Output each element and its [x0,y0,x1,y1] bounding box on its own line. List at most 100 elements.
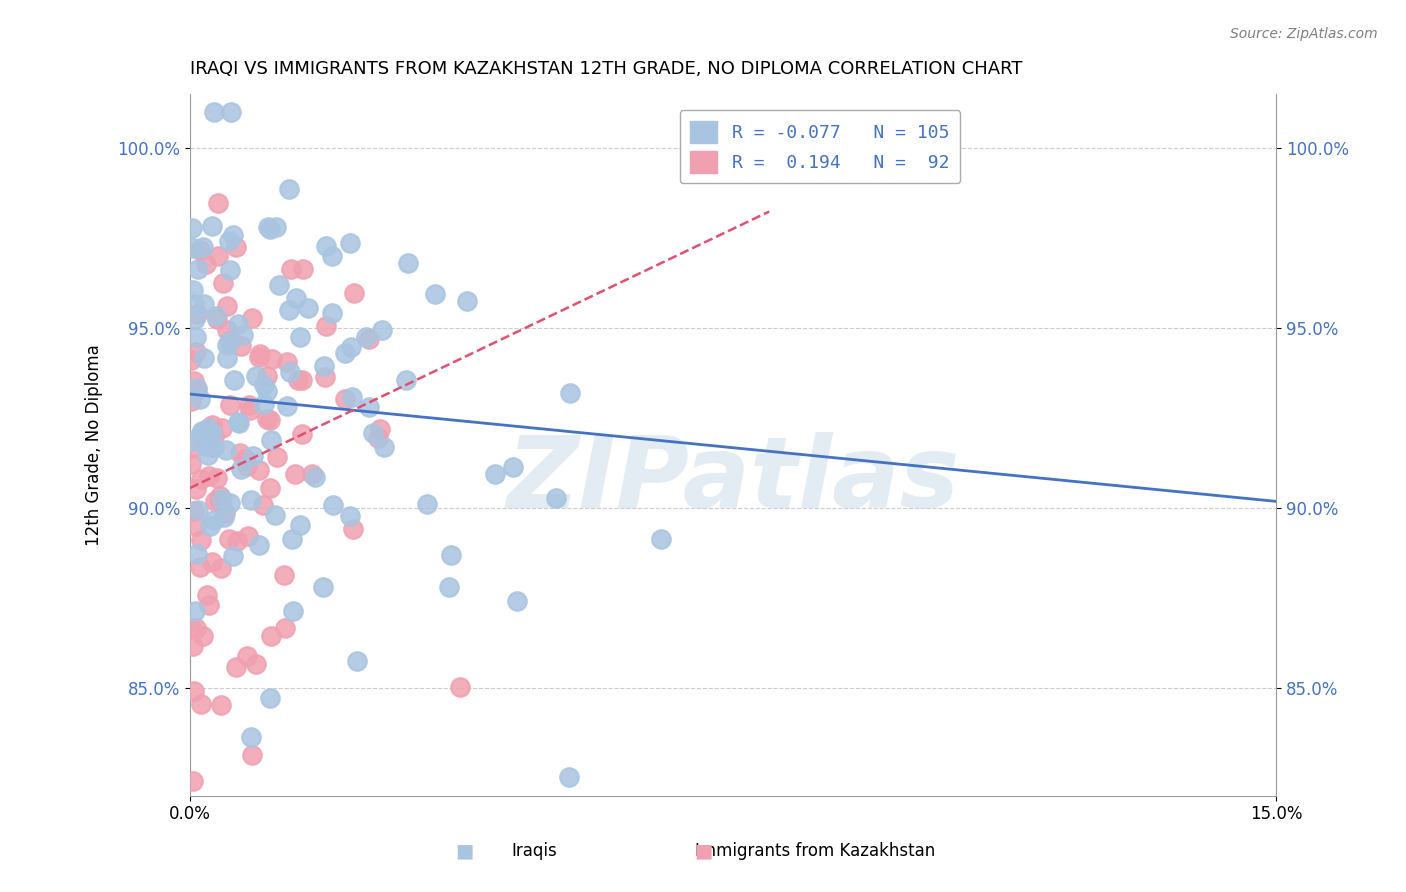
Iraqis [277,182,299,196]
Iraqis [396,256,419,270]
Immigrants from Kazakhstan [225,533,247,548]
Immigrants from Kazakhstan [238,529,260,543]
Iraqis [215,443,238,458]
Immigrants from Kazakhstan [256,369,278,384]
Iraqis [544,491,567,505]
Immigrants from Kazakhstan [242,310,264,325]
Iraqis [240,730,263,744]
Immigrants from Kazakhstan [342,522,364,536]
Immigrants from Kazakhstan [190,697,212,711]
Immigrants from Kazakhstan [209,698,232,712]
Iraqis [304,470,326,484]
Iraqis [228,416,250,430]
Iraqis [315,239,337,253]
Iraqis [187,502,209,516]
Iraqis [321,249,343,263]
Immigrants from Kazakhstan [259,413,281,427]
Immigrants from Kazakhstan [186,621,208,635]
Immigrants from Kazakhstan [273,568,295,582]
Iraqis [456,294,478,309]
Immigrants from Kazakhstan [291,426,314,441]
Iraqis [257,219,280,234]
Iraqis [339,508,361,523]
Immigrants from Kazakhstan [209,561,232,575]
Immigrants from Kazakhstan [280,262,302,277]
Iraqis [346,654,368,668]
Iraqis [221,549,243,563]
Immigrants from Kazakhstan [449,681,471,695]
Immigrants from Kazakhstan [217,299,239,313]
Iraqis [484,467,506,482]
Immigrants from Kazakhstan [218,532,240,546]
Iraqis [200,519,222,533]
Iraqis [245,368,267,383]
Immigrants from Kazakhstan [266,450,288,464]
Iraqis [193,297,215,311]
Iraqis [197,420,219,434]
Iraqis [183,296,205,310]
Immigrants from Kazakhstan [343,286,366,301]
Iraqis [288,517,311,532]
Iraqis [221,227,243,242]
Immigrants from Kazakhstan [276,355,298,369]
Immigrants from Kazakhstan [186,383,208,397]
Immigrants from Kazakhstan [225,660,247,674]
Immigrants from Kazakhstan [240,748,263,763]
Iraqis [340,390,363,404]
Iraqis [339,235,361,250]
Immigrants from Kazakhstan [262,352,284,367]
Iraqis [214,509,236,524]
Immigrants from Kazakhstan [209,489,232,503]
Iraqis [242,449,264,463]
Immigrants from Kazakhstan [180,457,202,471]
Immigrants from Kazakhstan [236,649,259,664]
Immigrants from Kazakhstan [181,640,204,654]
Immigrants from Kazakhstan [225,240,247,254]
Iraqis [188,392,211,407]
Iraqis [218,334,240,349]
Immigrants from Kazakhstan [249,347,271,361]
Immigrants from Kazakhstan [287,372,309,386]
Immigrants from Kazakhstan [239,403,262,417]
Iraqis [297,301,319,315]
Immigrants from Kazakhstan [184,344,207,359]
Immigrants from Kazakhstan [284,467,307,481]
Iraqis [437,581,460,595]
Iraqis [502,460,524,475]
Iraqis [239,492,262,507]
Iraqis [416,497,439,511]
Immigrants from Kazakhstan [205,471,228,485]
Immigrants from Kazakhstan [188,243,211,257]
Immigrants from Kazakhstan [236,459,259,474]
Text: ■: ■ [454,841,474,860]
Text: IRAQI VS IMMIGRANTS FROM KAZAKHSTAN 12TH GRADE, NO DIPLOMA CORRELATION CHART: IRAQI VS IMMIGRANTS FROM KAZAKHSTAN 12TH… [190,60,1022,78]
Iraqis [195,439,218,453]
Iraqis [247,538,270,552]
Immigrants from Kazakhstan [198,598,221,612]
Iraqis [184,604,207,618]
Iraqis [288,330,311,344]
Iraqis [179,434,201,448]
Immigrants from Kazakhstan [188,559,211,574]
Iraqis [321,306,343,320]
Iraqis [186,330,208,344]
Iraqis [281,604,304,618]
Immigrants from Kazakhstan [191,629,214,643]
Iraqis [226,318,249,332]
Immigrants from Kazakhstan [195,588,218,602]
Iraqis [558,770,581,784]
Iraqis [229,462,252,476]
Text: ■: ■ [693,841,713,860]
Immigrants from Kazakhstan [238,398,260,412]
Immigrants from Kazakhstan [229,339,252,353]
Iraqis [186,547,208,561]
Iraqis [226,415,249,429]
Immigrants from Kazakhstan [260,629,283,643]
Immigrants from Kazakhstan [252,499,274,513]
Iraqis [335,346,357,360]
Iraqis [373,440,395,454]
Text: Source: ZipAtlas.com: Source: ZipAtlas.com [1230,27,1378,41]
Immigrants from Kazakhstan [233,452,256,467]
Iraqis [202,105,225,120]
Iraqis [278,303,301,318]
